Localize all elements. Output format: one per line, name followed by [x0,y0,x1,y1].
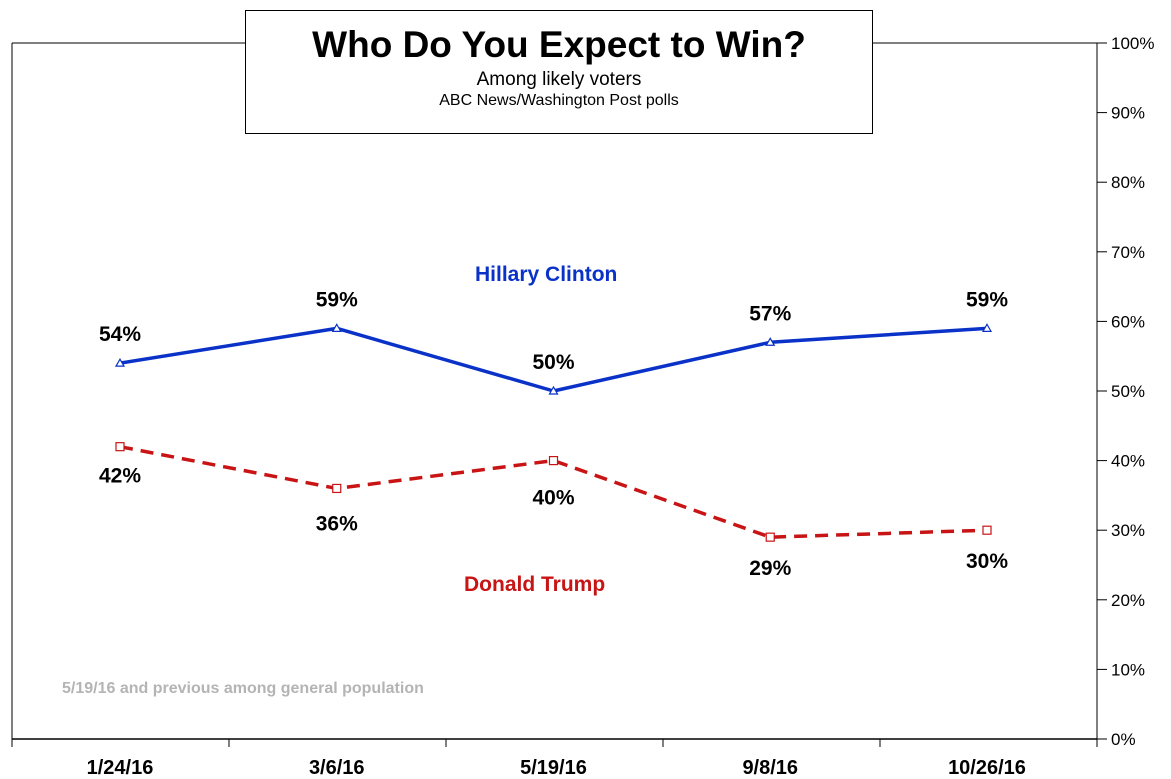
series-1: 42% 36% 40% 29% 30% [99,442,1008,580]
data-label: 40% [532,487,574,510]
data-point-marker [765,532,775,542]
x-tick-label: 10/26/16 [948,757,1026,779]
x-axis: 1/24/16 3/6/16 5/19/16 9/8/16 10/26/16 [11,738,1098,779]
x-tick-label: 1/24/16 [87,757,154,779]
x-tick-label: 9/8/16 [742,757,798,779]
x-tick-label: 3/6/16 [309,757,365,779]
y-axis: 0% 10% 20% 30% 40% 50% 60% 70% 80% 90% 100% [1096,34,1154,749]
data-point-marker [981,323,993,332]
data-label: 54% [99,323,141,346]
data-point-marker [548,456,559,466]
series-label-hillary-clinton: Hillary Clinton [475,263,618,286]
chart-footnote: 5/19/16 and previous among general popul… [62,680,424,697]
y-tick-label: 20% [1111,591,1145,610]
data-point-marker [114,357,126,367]
series-label-donald-trump: Donald Trump [464,573,606,596]
chart-subtitle: Among likely voters [476,69,642,90]
data-point-marker [115,442,125,452]
data-label: 30% [966,550,1008,573]
y-tick-label: 50% [1111,382,1145,401]
data-label: 59% [966,288,1008,311]
chart-title-box: Who Do You Expect to Win? Among likely v… [245,10,873,134]
data-point-marker [332,483,342,494]
series-layer: 54% 59% 50% 57% 59% 42% 36% 40% 29% 30% [99,288,1008,580]
data-label: 50% [532,351,574,374]
y-tick-label: 60% [1111,312,1145,331]
y-tick-label: 0% [1111,730,1136,749]
data-label: 42% [99,465,141,488]
data-point-marker [548,385,559,395]
data-point-marker [765,337,776,346]
data-label: 59% [316,288,358,311]
y-tick-label: 80% [1111,173,1145,192]
chart-title: Who Do You Expect to Win? [312,24,806,65]
chart-source: ABC News/Washington Post polls [439,92,679,109]
y-tick-label: 100% [1111,34,1154,53]
y-tick-label: 10% [1111,660,1145,679]
data-point-marker [982,525,992,535]
y-tick-label: 90% [1111,104,1145,123]
data-point-marker [331,323,342,332]
data-label: 36% [316,512,358,535]
data-label: 57% [749,302,791,325]
x-tick-label: 5/19/16 [520,757,587,779]
data-label: 29% [749,557,791,580]
y-tick-label: 70% [1111,243,1145,262]
series-0: 54% 59% 50% 57% 59% [99,288,1008,395]
series-line [119,444,988,539]
y-tick-label: 40% [1111,452,1145,471]
y-tick-label: 30% [1111,521,1145,540]
